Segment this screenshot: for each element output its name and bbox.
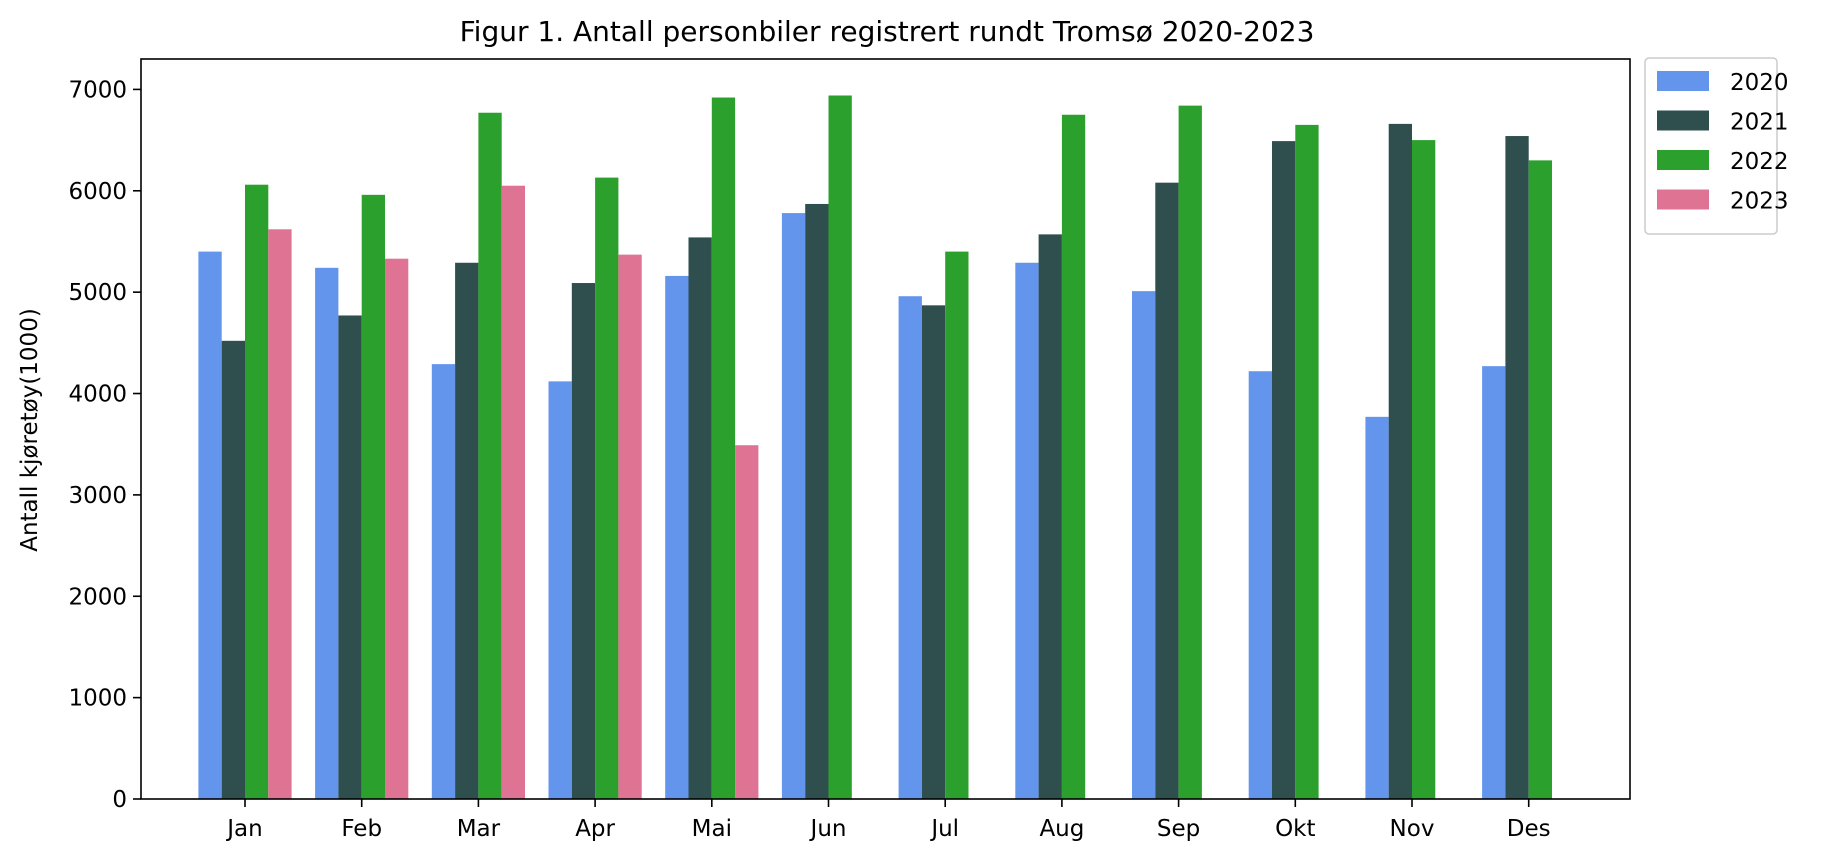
bar-2022-Okt bbox=[1295, 124, 1319, 799]
x-tick-label: Des bbox=[1507, 816, 1551, 842]
x-tick-label: Jan bbox=[225, 816, 262, 842]
y-tick-label: 5000 bbox=[68, 280, 127, 306]
bar-2020-Nov bbox=[1365, 416, 1389, 799]
bar-2023-Apr bbox=[618, 254, 642, 799]
bar-2020-Mar bbox=[431, 364, 456, 799]
x-tick-label: Feb bbox=[341, 816, 382, 842]
bar-2022-Jun bbox=[828, 95, 852, 800]
x-tick-label: Okt bbox=[1275, 816, 1315, 842]
x-tick-label: Apr bbox=[575, 816, 615, 842]
legend-label-2023: 2023 bbox=[1730, 189, 1789, 215]
bar-2020-Apr bbox=[548, 381, 572, 799]
legend-label-2021: 2021 bbox=[1730, 110, 1789, 136]
y-tick-label: 3000 bbox=[68, 483, 127, 509]
plot-area: 0 1000 2000 3000 4000 5000 6000 7000 Jan Feb Mar Ap… bbox=[68, 58, 1631, 842]
bar-2022-Jul bbox=[945, 251, 969, 800]
y-tick-label: 7000 bbox=[68, 77, 127, 103]
bar-2022-Des bbox=[1528, 160, 1552, 799]
bar-2021-Jan bbox=[221, 340, 245, 799]
y-tick-label: 1000 bbox=[68, 686, 127, 712]
legend-label-2022: 2022 bbox=[1730, 149, 1789, 175]
bar-2021-Jul bbox=[921, 305, 946, 799]
bar-2021-Feb bbox=[338, 315, 362, 799]
series-2023 bbox=[268, 185, 759, 800]
y-tick-label: 2000 bbox=[68, 584, 127, 610]
legend-swatch-2021 bbox=[1657, 110, 1709, 131]
legend-label-2020: 2020 bbox=[1730, 70, 1789, 96]
bar-2021-Aug bbox=[1038, 234, 1062, 799]
bar-2020-Des bbox=[1482, 366, 1506, 799]
plot-frame bbox=[140, 58, 1631, 800]
bar-2022-Mar bbox=[478, 112, 502, 800]
bar-2021-Okt bbox=[1272, 141, 1296, 800]
legend: 2020 2021 2022 2023 bbox=[1644, 57, 1789, 235]
bar-2021-Mar bbox=[455, 262, 479, 799]
bar-2021-Sep bbox=[1155, 182, 1179, 800]
x-tick-label: Mar bbox=[457, 816, 501, 842]
bar-2020-Mai bbox=[665, 275, 689, 799]
bar-2021-Mai bbox=[688, 237, 712, 799]
y-tick-label: 0 bbox=[112, 787, 127, 813]
x-tick-label: Jun bbox=[809, 816, 847, 842]
bar-2022-Jan bbox=[245, 184, 269, 799]
bar-2023-Jan bbox=[268, 229, 292, 800]
bar-2021-Jun bbox=[805, 203, 829, 799]
bar-2021-Nov bbox=[1388, 123, 1412, 799]
bar-2020-Jul bbox=[898, 296, 922, 799]
legend-swatch-2020 bbox=[1657, 71, 1709, 91]
bar-2022-Apr bbox=[595, 177, 619, 800]
y-axis-label: Antall kjøretøy(1000) bbox=[17, 308, 43, 552]
bar-2020-Feb bbox=[315, 267, 339, 799]
bar-2021-Apr bbox=[571, 283, 596, 799]
series-2022 bbox=[245, 95, 1552, 800]
y-tick-label: 4000 bbox=[68, 382, 127, 408]
bar-2023-Mar bbox=[501, 185, 525, 799]
x-tick-label: Nov bbox=[1390, 816, 1435, 842]
bar-2023-Feb bbox=[385, 258, 409, 799]
series-2020 bbox=[198, 213, 1506, 800]
y-tick-label: 6000 bbox=[68, 179, 127, 205]
x-tick-label: Jul bbox=[929, 816, 959, 842]
bar-2022-Nov bbox=[1412, 140, 1436, 800]
bar-2020-Jun bbox=[781, 213, 806, 799]
bar-2020-Okt bbox=[1248, 371, 1272, 799]
chart-title: Figur 1. Antall personbiler registrert r… bbox=[460, 15, 1315, 48]
bar-2022-Feb bbox=[361, 194, 385, 800]
bar-2023-Mai bbox=[735, 445, 759, 799]
legend-swatch-2022 bbox=[1657, 150, 1709, 170]
bar-2021-Des bbox=[1505, 136, 1529, 800]
series-2021 bbox=[221, 123, 1529, 800]
legend-swatch-2023 bbox=[1657, 189, 1709, 210]
bar-2022-Mai bbox=[711, 97, 736, 799]
bar-2020-Jan bbox=[198, 251, 222, 800]
bar-2020-Aug bbox=[1015, 262, 1039, 799]
bar-2022-Sep bbox=[1178, 105, 1202, 799]
x-tick-label: Mai bbox=[692, 816, 732, 842]
x-tick-label: Aug bbox=[1039, 816, 1084, 842]
x-tick-label: Sep bbox=[1157, 816, 1200, 842]
bar-2022-Aug bbox=[1061, 114, 1086, 799]
bar-2020-Sep bbox=[1132, 291, 1156, 799]
